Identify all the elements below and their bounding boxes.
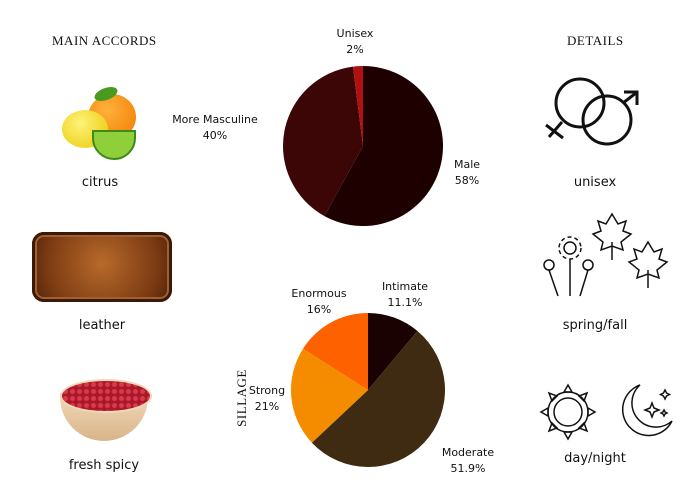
pie1-label-male: Male 58% — [453, 158, 481, 187]
pie2-slice-enormous — [302, 313, 368, 390]
accord-label-fresh-spicy: fresh spicy — [68, 458, 140, 473]
main-accords-title: MAIN ACCORDS — [52, 33, 157, 48]
pie1-slice-more-masculine — [282, 66, 363, 217]
detail-label-time: day/night — [564, 451, 626, 466]
pie2-slice-intimate — [368, 313, 418, 390]
pie2-slice-strong — [291, 348, 368, 443]
details-title: DETAILS — [567, 33, 624, 48]
pie2-label-moderate: Moderate 51.9% — [441, 446, 495, 475]
pie1-label-unisex: Unisex 2% — [336, 27, 374, 56]
leather-swatch-image — [32, 232, 172, 302]
pink-pepper-bowl-image — [56, 375, 152, 443]
pie1-slice-male — [324, 66, 443, 226]
pie2-slice-moderate — [311, 330, 445, 467]
pie2-label-enormous: Enormous 16% — [291, 287, 347, 316]
pie1-slice-unisex — [352, 66, 363, 146]
detail-label-unisex: unisex — [573, 175, 617, 190]
accord-label-leather: leather — [78, 318, 126, 333]
sillage-title: SILLAGE — [234, 369, 249, 427]
detail-label-season: spring/fall — [562, 318, 628, 333]
pie2-label-strong: Strong 21% — [248, 384, 286, 413]
pie1-label-more-masculine: More Masculine 40% — [172, 113, 258, 142]
pie2-label-intimate: Intimate 11.1% — [381, 280, 429, 309]
accord-label-citrus: citrus — [81, 175, 119, 190]
citrus-fruit-image — [58, 84, 142, 168]
